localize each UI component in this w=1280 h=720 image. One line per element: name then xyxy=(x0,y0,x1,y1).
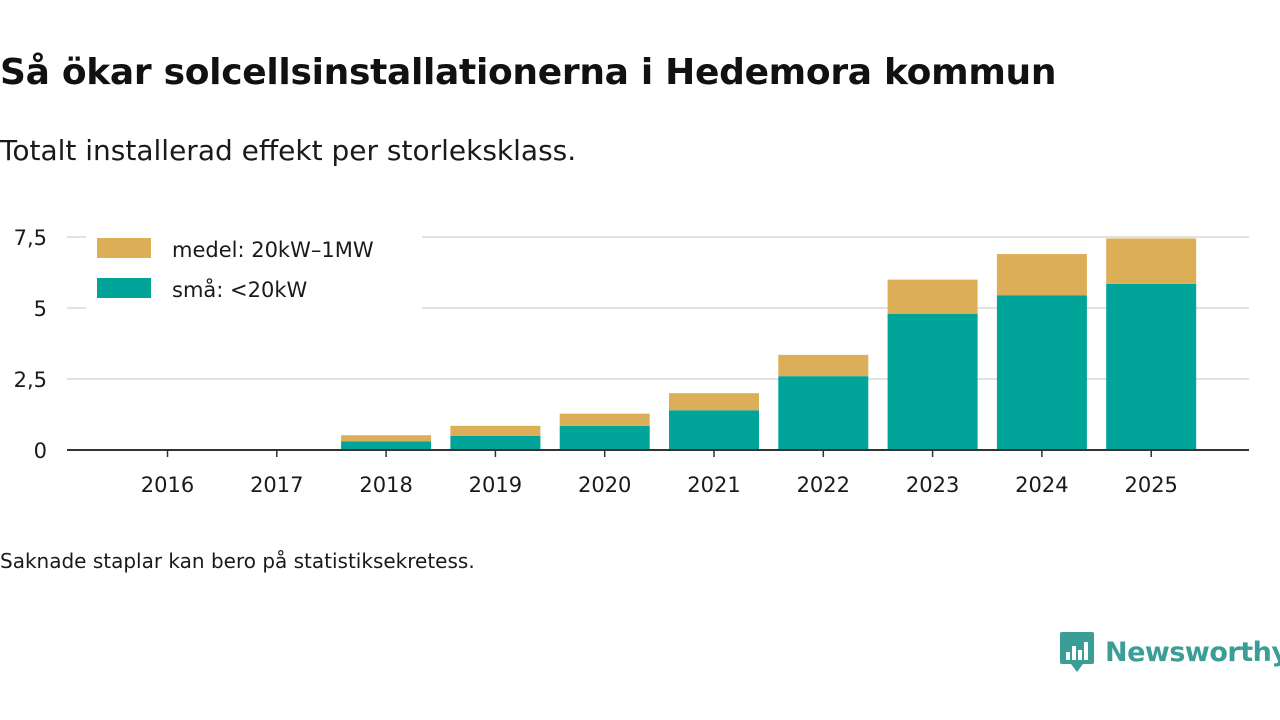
y-tick-label: 0 xyxy=(34,439,47,463)
x-tick-label: 2018 xyxy=(359,473,412,497)
bar-segment xyxy=(996,254,1087,296)
legend-label-sma: små: <20kW xyxy=(172,277,307,302)
bar-segment xyxy=(1106,238,1197,284)
chart-subtitle: Totalt installerad effekt per storlekskl… xyxy=(0,134,577,167)
bar-segment xyxy=(778,354,869,377)
y-tick-label: 5 xyxy=(34,297,47,321)
chart-title: Så ökar solcellsinstallationerna i Hedem… xyxy=(0,52,1057,93)
x-tick-label: 2020 xyxy=(578,473,631,497)
x-tick-label: 2025 xyxy=(1124,473,1177,497)
bars xyxy=(341,238,1197,450)
x-tick-label: 2016 xyxy=(141,473,194,497)
x-tick-label: 2023 xyxy=(906,473,959,497)
legend-swatch-medel xyxy=(97,238,151,258)
brand-logo: Newsworthy xyxy=(1059,630,1280,674)
x-tick-label: 2021 xyxy=(687,473,740,497)
legend: medel: 20kW–1MW små: <20kW xyxy=(86,228,422,310)
y-tick-label: 7,5 xyxy=(14,226,47,250)
bar-segment xyxy=(450,435,541,450)
bar-segment xyxy=(887,279,978,314)
bar-segment xyxy=(450,425,541,436)
x-tick-label: 2022 xyxy=(797,473,850,497)
x-axis-tick-labels: 2016 2017 2018 2019 2020 2021 2022 2023 2024 2025 xyxy=(141,450,1178,497)
legend-swatch-sma xyxy=(97,278,151,298)
bar-segment xyxy=(887,313,978,450)
bar-segment xyxy=(341,435,432,442)
bar-segment xyxy=(996,295,1087,450)
y-axis-tick-labels: 0 2,5 5 7,5 xyxy=(14,226,47,463)
footnote: Saknade staplar kan bero på statistiksek… xyxy=(0,549,475,573)
y-tick-label: 2,5 xyxy=(14,368,47,392)
bar-segment xyxy=(669,410,759,450)
stacked-bar-chart: 0 2,5 5 7,5 2016 2017 2018 2019 2020 2021 2022 202… xyxy=(14,226,1249,497)
bar-segment xyxy=(559,425,650,450)
legend-label-medel: medel: 20kW–1MW xyxy=(172,238,374,262)
x-tick-label: 2017 xyxy=(250,473,303,497)
bar-segment xyxy=(559,413,650,426)
x-tick-label: 2019 xyxy=(469,473,522,497)
newsworthy-logo-icon xyxy=(1060,632,1094,672)
bar-segment xyxy=(341,441,432,450)
bar-segment xyxy=(669,393,759,411)
x-tick-label: 2024 xyxy=(1015,473,1068,497)
bar-segment xyxy=(1106,283,1197,450)
bar-segment xyxy=(778,376,869,450)
brand-name: Newsworthy xyxy=(1105,636,1280,668)
